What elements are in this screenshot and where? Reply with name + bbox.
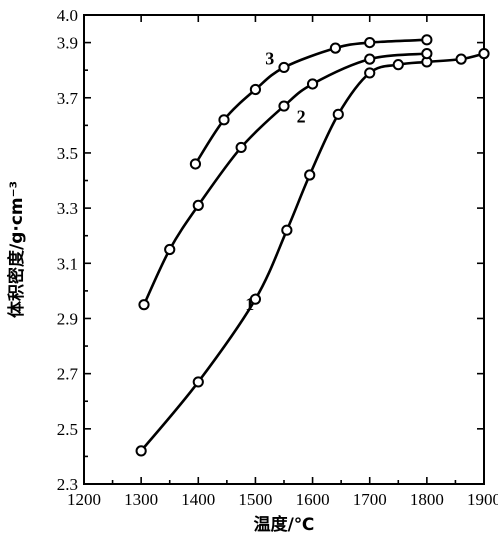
series-1-point-10 [478, 48, 490, 60]
series-1-point-0 [135, 445, 147, 457]
series-2-point-2 [192, 199, 204, 211]
x-tick-label-0: 1200 [67, 490, 101, 509]
series-2-point-7 [421, 48, 433, 60]
series-1-point-2 [249, 293, 262, 305]
x-tick-label-7: 1900 [467, 490, 498, 509]
series-3-point-6 [421, 34, 433, 46]
x-axis-title: 温度/℃ [254, 514, 315, 535]
y-tick-label-6: 3.5 [57, 144, 78, 163]
series-line-1 [140, 52, 485, 452]
x-tick-label-5: 1700 [353, 490, 387, 509]
y-tick-label-5: 3.3 [57, 199, 78, 218]
y-tick-label-4: 3.1 [57, 254, 78, 273]
label-layer: 温度/℃ 体积密度/g·cm⁻³ 1 2 3 [6, 49, 314, 535]
series-2-point-4 [278, 100, 290, 112]
y-tick-label-3: 2.9 [57, 309, 78, 328]
series-label-1: 1 [245, 294, 254, 314]
y-tick-label-7: 3.7 [57, 89, 79, 108]
series-1-point-9 [455, 53, 467, 65]
x-tick-label-6: 1800 [410, 490, 444, 509]
series-3-point-0 [189, 158, 202, 170]
series-label-3: 3 [265, 49, 274, 69]
y-tick-label-1: 2.5 [57, 420, 78, 439]
series-1-point-3 [281, 224, 293, 236]
series-3-point-5 [364, 36, 376, 49]
series-3-point-3 [278, 61, 290, 74]
x-tick-label-4: 1600 [296, 490, 330, 509]
y-tick-label-0: 2.3 [57, 475, 78, 494]
series-3-point-4 [329, 42, 342, 54]
series-1-point-4 [304, 169, 316, 181]
series-2-point-5 [306, 78, 319, 90]
series-3-point-1 [218, 114, 230, 126]
series-line-2 [142, 52, 427, 306]
x-tick-label-1: 1300 [124, 490, 158, 509]
series-2-point-6 [364, 53, 376, 65]
y-tick-label-9: 4.0 [57, 6, 78, 25]
series-1-point-5 [332, 108, 344, 120]
series-2-point-0 [138, 299, 150, 311]
series-layer [135, 34, 490, 457]
series-3-point-2 [249, 83, 262, 96]
series-1-point-6 [364, 67, 376, 79]
series-1-point-7 [392, 59, 404, 71]
series-2-point-3 [235, 141, 247, 154]
x-tick-label-2: 1400 [181, 490, 215, 509]
plot-frame [83, 14, 485, 485]
axes-layer: 1200 1300 1400 1500 1600 1700 1800 1900 2.3 2.5 2.… [57, 6, 498, 509]
series-1-point-1 [192, 376, 204, 388]
series-2-point-1 [164, 243, 176, 256]
series-label-2: 2 [297, 107, 306, 127]
series-line-3 [194, 38, 427, 165]
x-tick-label-3: 1500 [238, 490, 272, 509]
y-axis-title: 体积密度/g·cm⁻³ [6, 181, 27, 318]
y-tick-label-2: 2.7 [57, 365, 79, 384]
y-tick-label-8: 3.9 [57, 34, 78, 53]
